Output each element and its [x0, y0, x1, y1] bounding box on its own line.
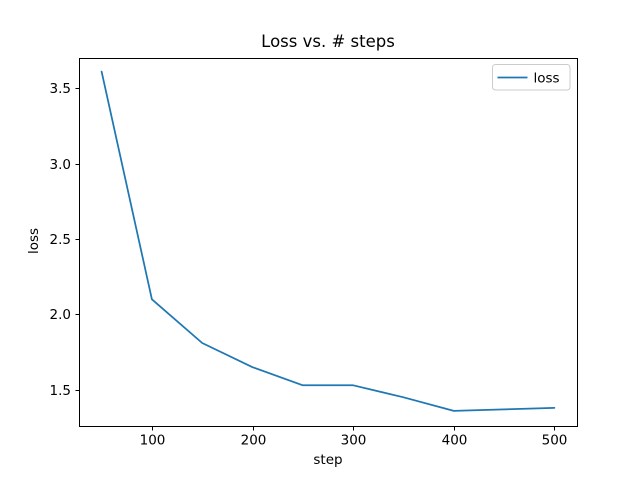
y-tick-label: 2.5	[50, 232, 71, 248]
y-tick-label: 3.0	[50, 157, 71, 173]
legend-label: loss	[534, 70, 560, 86]
x-tick-label: 200	[241, 433, 267, 449]
plot-border	[79, 58, 578, 427]
y-tick-label: 1.5	[50, 383, 71, 399]
x-tick-label: 500	[542, 433, 568, 449]
y-tick-label: 2.0	[50, 307, 71, 323]
x-axis-label: step	[313, 452, 343, 468]
chart-title: Loss vs. # steps	[261, 32, 395, 51]
y-tick-label: 3.5	[50, 81, 71, 97]
loss-line	[100, 70, 556, 412]
legend-box	[492, 64, 571, 91]
x-tick-label: 400	[442, 433, 468, 449]
x-tick-label: 100	[140, 433, 166, 449]
x-tick-label: 300	[341, 433, 367, 449]
